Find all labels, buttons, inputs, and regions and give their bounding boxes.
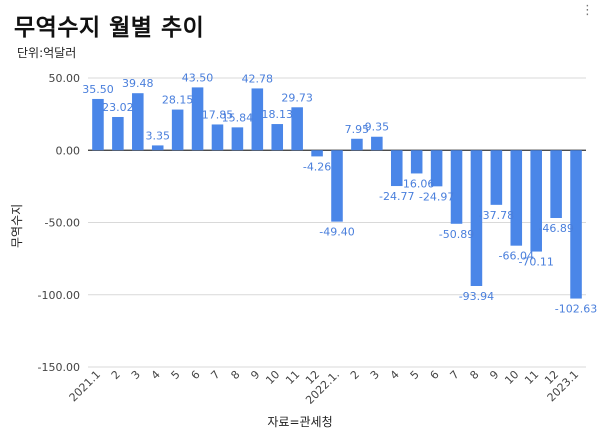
data-label: -70.11 [518,256,553,269]
bar [251,88,264,151]
bar [271,124,284,151]
data-label: 3.35 [145,129,170,142]
data-label: -49.40 [319,226,354,239]
bar [191,87,204,151]
data-label: 43.50 [182,71,214,84]
data-label: 42.78 [242,72,274,85]
x-tick-label: 4 [388,368,402,382]
data-label: 7.95 [345,123,370,136]
bar [470,150,483,286]
x-tick-label: 2 [109,368,123,382]
bar [390,150,403,187]
bar [171,109,184,151]
x-tick-label: 9 [487,368,501,382]
x-tick-label: 7 [208,368,222,382]
x-tick-label: 5 [169,368,183,382]
data-label: 17.85 [202,108,234,121]
data-label: 23.02 [102,101,134,114]
data-label: -24.97 [419,190,454,203]
bars [92,87,582,299]
x-tick-label: 7 [447,368,461,382]
x-tick-label: 4 [149,368,163,382]
data-label: -50.89 [439,228,474,241]
data-label: 15.84 [222,111,254,124]
x-tick-label: 5 [408,368,422,382]
y-tick-label: 50.00 [49,72,81,85]
bar [331,150,343,222]
data-label: 35.50 [82,83,114,96]
bar [132,93,144,151]
data-label: -102.63 [555,303,597,316]
y-tick-labels: 50.00 0.00 -50.00 -100.00 -150.00 [38,72,80,374]
x-tick-label: 10 [502,368,521,387]
y-tick-label: -100.00 [38,289,80,302]
bar [351,138,363,151]
data-label: -37.78 [479,209,514,222]
x-tick-label: 3 [129,368,143,382]
y-tick-label: -50.00 [45,217,80,230]
data-label: -16.06 [399,177,434,190]
bar [570,150,582,299]
bar [550,150,562,219]
chart-title: 무역수지 월별 추이 [14,15,205,41]
data-label: -4.26 [303,160,331,173]
bar [430,150,443,187]
x-tick-label: 9 [248,368,262,382]
data-label: -66.04 [499,250,534,263]
bar [291,107,303,151]
bar [410,150,423,174]
bar [371,136,383,151]
bar [450,150,463,224]
data-label: 29.73 [281,91,313,104]
bar [490,150,503,205]
y-tick-label: -150.00 [38,361,80,374]
x-tick-label: 11 [522,368,541,387]
x-tick-label: 10 [263,368,282,387]
data-label: -93.94 [459,290,494,303]
data-label: 18.13 [261,108,293,121]
x-tick-label: 8 [467,368,481,382]
x-tick-label: 11 [283,368,302,387]
x-tick-label: 6 [189,368,203,382]
chart-subtitle: 단위:억달러 [17,46,77,60]
data-label: 28.15 [162,94,194,107]
data-label: 39.48 [122,77,154,90]
data-label: -24.77 [379,190,414,203]
bar [151,145,164,151]
bar [92,98,104,151]
x-tick-label: 3 [368,368,382,382]
x-tick-label: 6 [428,368,442,382]
bar [530,150,542,252]
more-vertical-icon[interactable]: ⋮ [581,3,594,18]
data-label: 9.35 [365,121,390,134]
y-tick-label: 0.00 [56,144,81,157]
data-label: -46.89 [538,222,573,235]
bar [311,150,323,157]
x-axis-label-source: 자료=관세청 [267,415,333,429]
bar [510,150,523,246]
bar [231,127,244,151]
x-tick-label: 8 [228,368,242,382]
bar [211,124,224,151]
bar [112,116,124,151]
x-tick-label: 2 [348,368,362,382]
